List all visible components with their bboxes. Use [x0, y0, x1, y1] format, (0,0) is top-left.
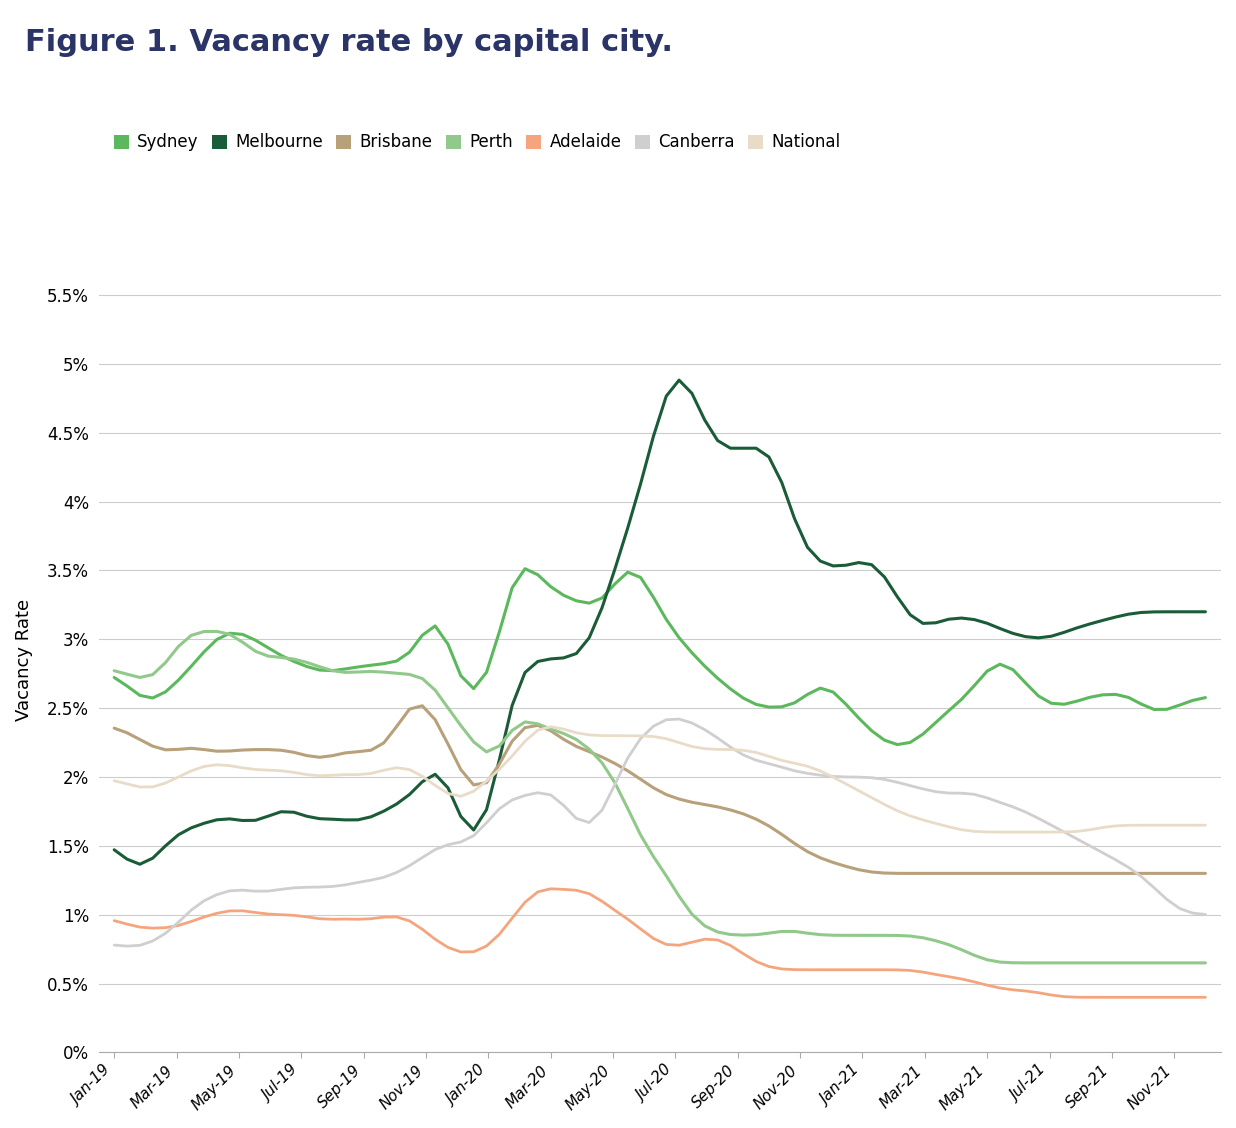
Adelaide: [544, 882, 559, 896]
Melbourne: [146, 852, 161, 865]
Line: Sydney: Sydney: [114, 569, 1205, 744]
Brisbane: [1057, 866, 1072, 880]
Canberra: [235, 883, 250, 897]
National: [544, 720, 559, 733]
Line: Adelaide: Adelaide: [114, 889, 1205, 997]
Adelaide: [954, 972, 969, 986]
Brisbane: [1198, 866, 1213, 880]
Sydney: [1057, 697, 1072, 711]
Perth: [209, 625, 224, 638]
Adelaide: [1044, 988, 1059, 1002]
Melbourne: [235, 813, 250, 827]
Melbourne: [967, 613, 981, 626]
Perth: [646, 849, 661, 863]
National: [1057, 826, 1072, 839]
National: [954, 823, 969, 837]
Perth: [1044, 957, 1059, 970]
Sydney: [132, 688, 147, 702]
Canberra: [646, 720, 661, 733]
Brisbane: [132, 733, 147, 747]
Brisbane: [967, 866, 981, 880]
Line: Perth: Perth: [114, 632, 1205, 963]
Canberra: [1198, 908, 1213, 922]
Melbourne: [106, 843, 121, 856]
Legend: Sydney, Melbourne, Brisbane, Perth, Adelaide, Canberra, National: Sydney, Melbourne, Brisbane, Perth, Adel…: [108, 126, 847, 158]
Canberra: [1057, 826, 1072, 839]
Sydney: [890, 738, 905, 751]
Line: Melbourne: Melbourne: [114, 380, 1205, 864]
Perth: [1057, 957, 1072, 970]
National: [1018, 826, 1033, 839]
Sydney: [518, 562, 533, 575]
Y-axis label: Vacancy Rate: Vacancy Rate: [15, 599, 33, 721]
Adelaide: [222, 905, 237, 918]
Adelaide: [106, 914, 121, 927]
National: [106, 774, 121, 787]
Adelaide: [132, 920, 147, 934]
Perth: [106, 664, 121, 678]
National: [132, 781, 147, 794]
Sydney: [967, 679, 981, 693]
Brisbane: [646, 781, 661, 794]
National: [222, 759, 237, 773]
Perth: [235, 635, 250, 649]
Melbourne: [1057, 626, 1072, 640]
Sydney: [222, 626, 237, 640]
Melbourne: [1198, 605, 1213, 618]
Adelaide: [1109, 990, 1124, 1004]
Sydney: [646, 590, 661, 603]
Melbourne: [646, 430, 661, 443]
National: [646, 730, 661, 743]
Canberra: [106, 938, 121, 952]
Adelaide: [1198, 990, 1213, 1004]
National: [1198, 819, 1213, 832]
Text: Figure 1. Vacancy rate by capital city.: Figure 1. Vacancy rate by capital city.: [25, 28, 672, 58]
Sydney: [106, 671, 121, 685]
National: [158, 776, 173, 790]
Brisbane: [158, 743, 173, 757]
Melbourne: [171, 828, 185, 841]
Adelaide: [158, 920, 173, 934]
Perth: [132, 671, 147, 685]
Canberra: [967, 787, 981, 801]
Canberra: [671, 712, 686, 725]
Line: Canberra: Canberra: [114, 719, 1205, 946]
Line: Brisbane: Brisbane: [114, 706, 1205, 873]
Adelaide: [646, 932, 661, 945]
Perth: [158, 655, 173, 669]
Canberra: [171, 916, 185, 929]
Brisbane: [106, 722, 121, 735]
Melbourne: [132, 857, 147, 871]
Melbourne: [671, 373, 686, 387]
Perth: [1198, 957, 1213, 970]
Sydney: [1198, 690, 1213, 704]
Brisbane: [222, 744, 237, 758]
Perth: [954, 943, 969, 957]
Line: National: National: [114, 726, 1205, 832]
Canberra: [120, 940, 135, 953]
Sydney: [158, 685, 173, 698]
Brisbane: [415, 699, 430, 713]
Brisbane: [928, 866, 943, 880]
Canberra: [146, 934, 161, 948]
